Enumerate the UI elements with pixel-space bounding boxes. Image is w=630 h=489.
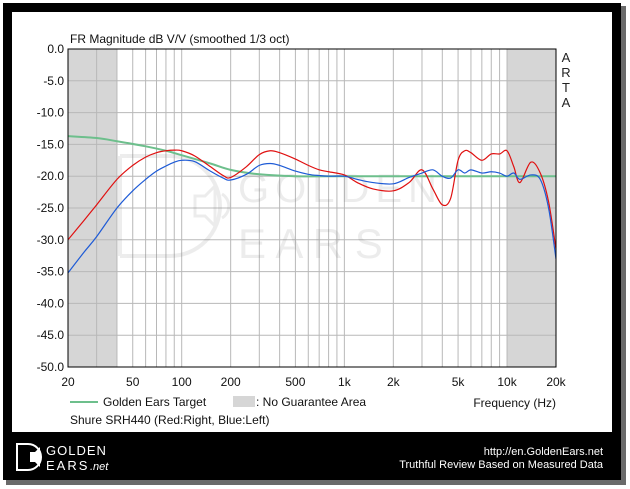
x-tick-label: 5k [452,375,466,389]
chart-title: FR Magnitude dB V/V (smoothed 1/3 oct) [70,32,289,46]
y-tick-label: 0.0 [47,42,64,56]
y-tick-label: -5.0 [43,74,64,88]
side-label-letter: T [562,80,570,95]
y-tick-label: -35.0 [37,265,65,279]
y-tick-label: -20.0 [37,169,65,183]
product-caption: Shure SRH440 (Red:Right, Blue:Left) [70,413,269,427]
legend-target-label: Golden Ears Target [103,395,207,409]
x-tick-label: 100 [172,375,192,389]
y-tick-label: -40.0 [37,296,65,310]
x-axis-ticks: 20 50 100 200 500 1k 2k 5k 10k 20k [61,375,566,389]
side-label-letter: A [562,95,571,110]
logo-speaker-icon [30,447,40,467]
series-lines [68,135,556,274]
series-line-right [68,149,556,250]
x-tick-label: 20k [546,375,566,389]
logo-text-top: GOLDEN [46,443,107,458]
x-tick-label: 20 [61,375,75,389]
x-tick-label: 1k [338,375,352,389]
y-tick-label: -10.0 [37,106,65,120]
footer-logo: GOLDEN EARS .net [16,443,109,473]
series-line-left [68,159,556,274]
x-tick-label: 200 [221,375,241,389]
x-tick-label: 10k [497,375,517,389]
legend-area-swatch [233,396,255,407]
x-tick-label: 50 [126,375,140,389]
series-line-golden-ears-target [68,135,556,178]
footer-tagline: Truthful Review Based on Measured Data [399,459,604,471]
y-axis-ticks: 0.0 -5.0 -10.0 -15.0 -20.0 -25.0 -30.0 -35.0 -40… [37,42,65,374]
side-label-letter: A [562,50,571,65]
footer-url: http://en.GoldenEars.net [484,446,603,458]
watermark-bottom-text: E A R S [238,220,383,267]
logo-text-suffix: .net [90,461,109,473]
x-tick-label: 500 [285,375,305,389]
y-tick-label: -25.0 [37,201,65,215]
side-label-letter: R [561,65,570,80]
y-tick-label: -15.0 [37,137,65,151]
legend-area-label: : No Guarantee Area [256,395,366,409]
x-axis-label: Frequency (Hz) [473,396,556,410]
watermark: GOLDEN E A R S [118,154,437,267]
watermark-speaker-icon [193,182,231,230]
y-tick-label: -30.0 [37,233,65,247]
y-tick-label: -50.0 [37,360,65,374]
grid [67,48,557,368]
logo-d-icon [16,443,42,471]
y-tick-label: -45.0 [37,328,65,342]
x-tick-label: 2k [387,375,401,389]
logo-text-bottom: EARS [46,458,89,473]
watermark-logo-icon [118,154,222,258]
plot-border [67,48,557,368]
